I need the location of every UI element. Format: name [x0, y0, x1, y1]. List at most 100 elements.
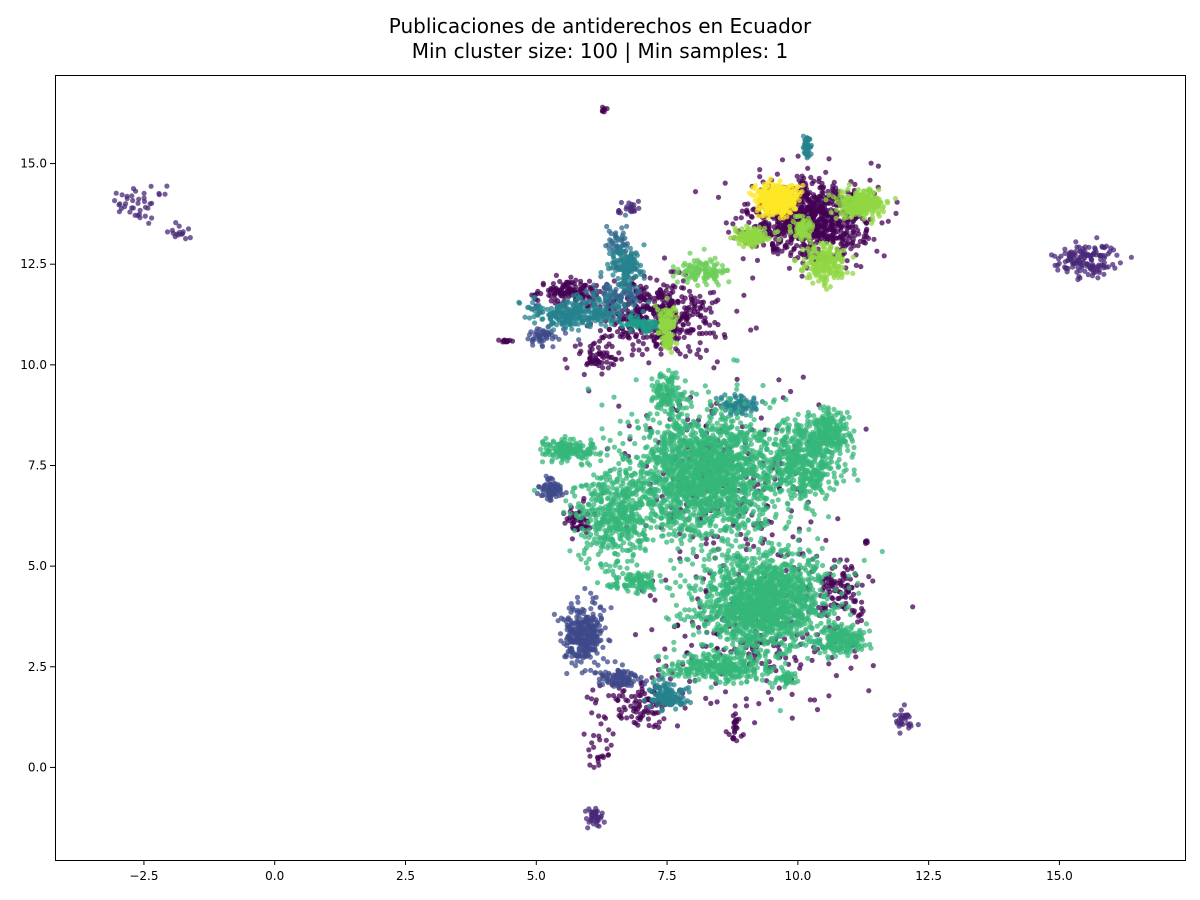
data-point: [745, 201, 751, 207]
data-point: [685, 685, 692, 691]
data-point: [526, 315, 533, 321]
data-point: [1086, 244, 1092, 250]
data-point: [641, 242, 647, 248]
data-point: [618, 715, 625, 721]
data-point: [631, 708, 637, 714]
data-point: [629, 411, 635, 417]
data-point: [113, 190, 119, 196]
data-point: [646, 722, 652, 729]
data-point: [580, 498, 587, 504]
data-point: [867, 177, 873, 183]
data-point: [871, 236, 877, 242]
data-point: [805, 153, 811, 159]
data-point: [748, 213, 755, 219]
data-point: [584, 288, 590, 294]
data-point: [604, 350, 610, 356]
data-point: [813, 194, 819, 201]
data-point: [823, 537, 829, 543]
data-point: [672, 694, 678, 700]
data-point: [579, 670, 585, 676]
data-point: [615, 237, 621, 243]
data-point: [540, 309, 546, 315]
data-point: [640, 308, 646, 314]
data-point: [611, 394, 617, 400]
data-point: [563, 319, 569, 325]
data-point: [833, 673, 840, 679]
data-point: [616, 668, 622, 674]
data-point: [576, 337, 582, 343]
data-point: [611, 259, 618, 265]
data-point: [164, 183, 170, 189]
data-point: [771, 224, 777, 230]
data-point: [833, 235, 839, 241]
data-point: [619, 356, 625, 362]
data-point: [761, 469, 767, 475]
data-point: [736, 716, 742, 722]
data-point: [627, 327, 633, 333]
data-point: [594, 650, 600, 656]
data-point: [754, 257, 761, 263]
data-point: [615, 299, 622, 305]
data-point: [606, 246, 612, 252]
data-point: [615, 249, 621, 255]
data-point: [751, 543, 757, 549]
data-point: [674, 723, 681, 729]
data-point: [835, 615, 841, 621]
data-point: [572, 321, 579, 327]
data-point: [575, 327, 582, 333]
data-point: [849, 565, 855, 572]
data-point: [603, 323, 609, 329]
data-point: [727, 398, 733, 404]
data-point: [646, 360, 652, 366]
data-point: [641, 287, 647, 293]
data-point: [640, 334, 647, 341]
data-point: [832, 578, 838, 585]
data-point: [861, 233, 867, 239]
data-point: [124, 195, 130, 202]
data-point: [641, 275, 647, 281]
data-point: [596, 713, 602, 719]
data-point: [668, 557, 674, 563]
data-point: [826, 661, 832, 667]
data-point: [547, 313, 553, 319]
data-point: [146, 220, 152, 226]
data-point: [112, 198, 118, 204]
data-point: [567, 289, 573, 295]
data-point: [774, 171, 781, 177]
data-point: [604, 282, 611, 288]
data-point: [1070, 250, 1076, 257]
data-point: [892, 712, 898, 718]
data-point: [659, 707, 666, 713]
data-point: [590, 291, 596, 297]
data-point: [650, 697, 656, 704]
data-point: [829, 186, 836, 192]
data-point: [720, 416, 726, 422]
data-point: [723, 220, 729, 226]
data-point: [607, 437, 613, 443]
data-point: [585, 614, 591, 620]
data-point: [550, 344, 556, 350]
data-point: [697, 293, 703, 299]
data-point: [551, 484, 557, 490]
data-point: [750, 207, 756, 213]
data-point: [640, 327, 647, 333]
data-point: [564, 670, 570, 677]
data-point: [612, 659, 618, 665]
data-point: [679, 285, 685, 291]
data-point: [586, 652, 592, 658]
data-point: [601, 819, 607, 825]
data-point: [704, 406, 710, 413]
data-point: [701, 318, 707, 324]
data-point: [856, 612, 863, 618]
data-point: [634, 418, 640, 424]
data-point: [621, 249, 628, 255]
data-point: [843, 594, 849, 600]
data-point: [844, 258, 850, 264]
data-point: [768, 519, 775, 525]
data-point: [591, 282, 597, 288]
data-point: [685, 344, 692, 350]
data-point: [771, 246, 777, 252]
data-point: [1114, 252, 1120, 258]
data-point: [722, 334, 728, 340]
data-point: [595, 755, 601, 762]
